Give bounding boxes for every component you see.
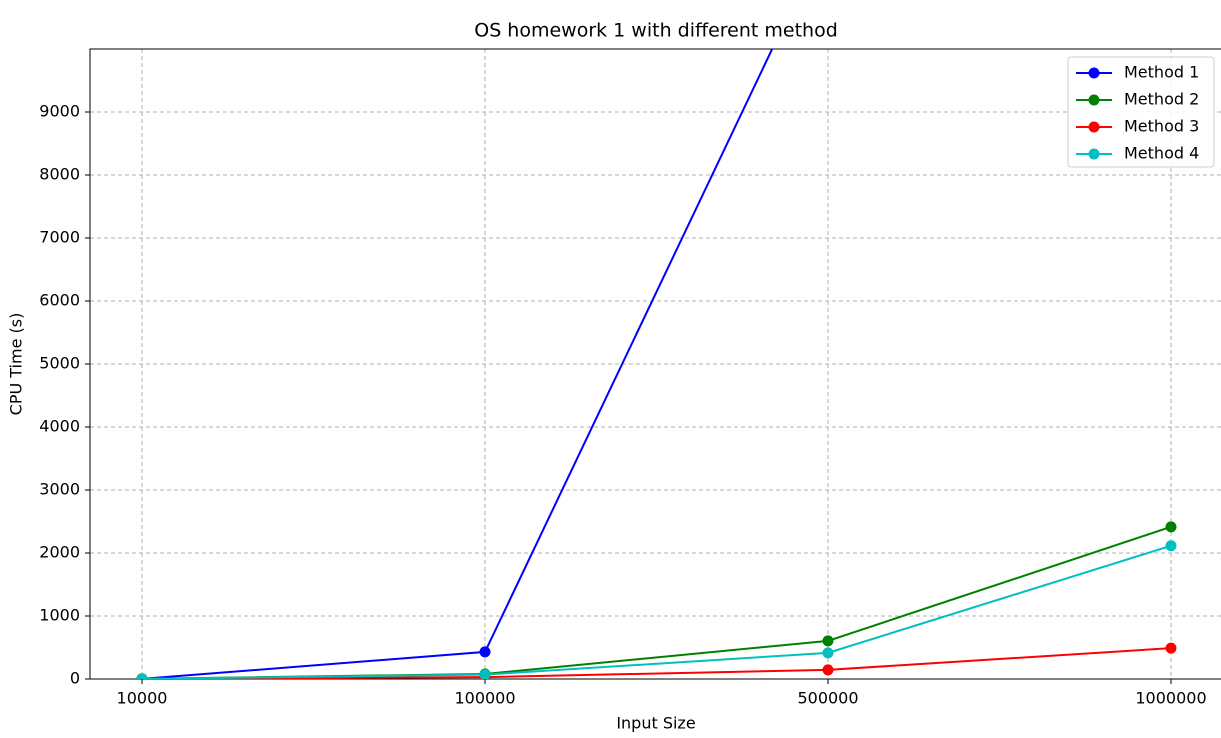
data-point	[479, 646, 491, 658]
y-tick-label: 5000	[39, 354, 80, 373]
data-point	[822, 647, 834, 659]
data-point	[822, 635, 834, 647]
x-axis-label: Input Size	[616, 714, 695, 733]
x-tick-label: 10000	[117, 689, 168, 708]
y-axis-label: CPU Time (s)	[7, 313, 26, 416]
y-tick-label: 2000	[39, 543, 80, 562]
data-point	[1165, 521, 1177, 533]
data-point	[1165, 540, 1177, 552]
legend-label: Method 1	[1124, 63, 1199, 82]
data-point	[136, 673, 148, 679]
y-tick-label: 7000	[39, 228, 80, 247]
legend-marker	[1088, 67, 1100, 79]
data-point	[479, 669, 491, 679]
series-line	[141, 525, 1172, 679]
x-tick-label: 1000000	[1135, 689, 1206, 708]
series-line	[141, 647, 1172, 679]
legend-label: Method 2	[1124, 90, 1199, 109]
data-point	[1165, 642, 1177, 654]
legend-label: Method 4	[1124, 144, 1199, 163]
axis-frame	[89, 48, 1221, 680]
plot-area	[136, 49, 1177, 679]
legend-marker	[1088, 148, 1100, 160]
y-tick-label: 1000	[39, 606, 80, 625]
y-tick-label: 8000	[39, 165, 80, 184]
legend-marker	[1088, 121, 1100, 133]
chart-title: OS homework 1 with different method	[474, 20, 838, 42]
y-tick-label: 9000	[39, 102, 80, 121]
series-line	[141, 544, 1172, 679]
legend-label: Method 3	[1124, 117, 1199, 136]
y-tick-label: 6000	[39, 291, 80, 310]
legend-marker	[1088, 94, 1100, 106]
x-tick-label: 100000	[454, 689, 515, 708]
y-tick-label: 3000	[39, 480, 80, 499]
x-tick-label: 500000	[797, 689, 858, 708]
legend-box	[1067, 56, 1215, 168]
y-tick-label: 0	[70, 669, 80, 688]
data-point	[822, 664, 834, 676]
y-tick-label: 4000	[39, 417, 80, 436]
